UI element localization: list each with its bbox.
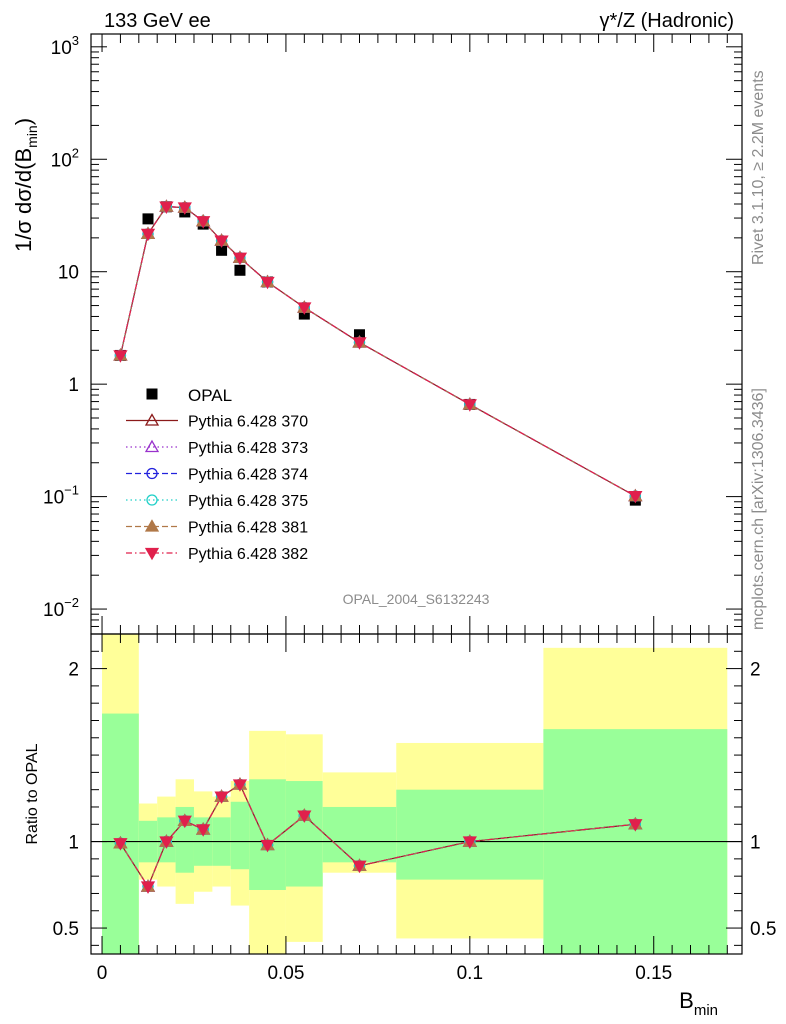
axes: 10−2 10−1 1 10 102 103 0.5 0.5 1 1 2 2 0 0.05 0.1 0.15: [43, 33, 776, 984]
ratio-point-series-5: [462, 836, 477, 849]
main-y-tick-label: 1: [68, 375, 79, 396]
ratio-y-axis-label: Ratio to OPAL: [24, 743, 41, 844]
legend-marker-0: [144, 413, 160, 426]
ratio-band-inner-9: [322, 806, 397, 863]
ratio-point-series-5: [232, 779, 248, 792]
mc-point-series-5: [140, 228, 156, 242]
ratio-point-series-5: [159, 836, 174, 849]
legend-label-1: Pythia 6.428 373: [188, 440, 308, 457]
main-y-tick-label: 103: [51, 33, 79, 59]
main-panel-frame: [90, 33, 743, 635]
legend-marker-5: [144, 547, 160, 561]
ratio-series-line-5: [119, 783, 636, 888]
ratio-point-series-5: [214, 791, 229, 804]
legend-marker-1: [144, 439, 160, 453]
main-y-tick-label: 10: [58, 263, 79, 284]
main-y-axis-label: 1/σ dσ/d(Bmin): [11, 118, 40, 252]
mc-point-series-5: [628, 490, 643, 504]
analysis-watermark: OPAL_2004_S6132243: [343, 591, 490, 607]
legend-marker-data: [146, 388, 158, 400]
ratio-point-series-5: [260, 839, 275, 853]
rivet-version-label: Rivet 3.1.10, ≥ 2.2M events: [750, 70, 767, 265]
main-y-tick-label: 10−2: [43, 595, 79, 621]
data-point: [353, 329, 365, 341]
main-y-tick-label: 10−1: [43, 483, 79, 509]
ratio-y-tick-label: 1: [68, 833, 79, 854]
x-axis-label: Bmin: [679, 988, 718, 1019]
main-y-tick-label: 102: [51, 145, 79, 171]
ratio-point-series-5: [297, 810, 312, 823]
main-panel-series: [113, 199, 643, 506]
mc-point-series-5: [352, 337, 367, 350]
mc-point-series-5: [177, 202, 192, 215]
mcplots-reference-label: mcplots.cern.ch [arXiv:1306.3436]: [750, 388, 767, 630]
ratio-point-series-5: [113, 838, 128, 851]
ratio-band-inner-0: [102, 713, 139, 954]
ratio-panel-series: [113, 777, 643, 894]
ratio-point-series-5: [177, 815, 192, 829]
data-point: [142, 213, 154, 225]
mc-point-series-5: [260, 276, 275, 290]
mc-point-series-5: [196, 216, 211, 229]
ratio-point-series-5: [196, 824, 211, 837]
ratio-panel-frame: [90, 633, 743, 955]
legend-marker-2: [146, 467, 158, 480]
mc-point-series-5: [232, 252, 248, 266]
legend-label-data: OPAL: [188, 386, 232, 405]
mc-point-series-5: [462, 399, 477, 412]
ratio-point-series-5: [140, 881, 156, 894]
mc-point-series-5: [159, 201, 174, 214]
ratio-y-tick-label: 2: [68, 660, 79, 681]
ratio-band-inner-8: [285, 781, 323, 887]
header-left-label: 133 GeV ee: [104, 10, 211, 32]
mc-point-series-5: [113, 350, 128, 363]
mc-point-series-5: [214, 235, 229, 248]
ratio-y-tick-label: 0.5: [53, 919, 79, 940]
mc-point-series-5: [297, 302, 312, 315]
legend-label-2: Pythia 6.428 374: [188, 467, 308, 484]
ratio-y-tick-label-right: 2: [750, 660, 761, 681]
ratio-point-series-5: [628, 819, 643, 832]
data-point: [234, 264, 246, 276]
x-tick-label: 0.1: [457, 963, 483, 984]
legend-label-4: Pythia 6.428 381: [188, 520, 308, 537]
legend-label-3: Pythia 6.428 375: [188, 493, 308, 510]
x-tick-label: 0: [97, 963, 108, 984]
legend-label-5: Pythia 6.428 382: [188, 546, 308, 563]
legend-marker-3: [146, 494, 158, 506]
data-point: [216, 244, 228, 256]
ratio-y-tick-label-right: 1: [750, 833, 761, 854]
ratio-y-tick-label-right: 0.5: [750, 919, 776, 940]
legend-label-0: Pythia 6.428 370: [188, 414, 308, 431]
ratio-uncertainty-bands: [91, 634, 742, 954]
header-right-label: γ*/Z (Hadronic): [600, 10, 734, 32]
ratio-point-series-5: [352, 860, 367, 874]
x-tick-label: 0.05: [267, 963, 304, 984]
ratio-band-inner-6: [230, 801, 250, 870]
legend-marker-4: [144, 519, 160, 532]
legend: OPAL Pythia 6.428 370 Pythia 6.428 373 Pyth…: [126, 386, 308, 563]
x-tick-label: 0.15: [635, 963, 672, 984]
